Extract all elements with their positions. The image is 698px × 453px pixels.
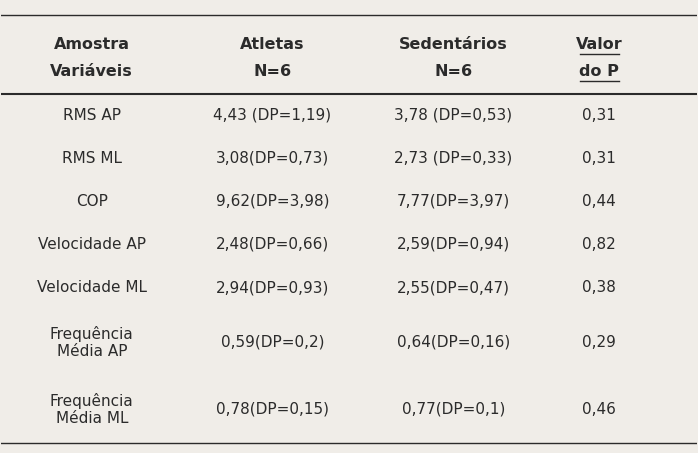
Text: 0,82: 0,82	[582, 237, 616, 252]
Text: 3,78 (DP=0,53): 3,78 (DP=0,53)	[394, 108, 512, 123]
Text: Atletas: Atletas	[240, 37, 305, 52]
Text: Frequência
Média ML: Frequência Média ML	[50, 392, 133, 426]
Text: Variáveis: Variáveis	[50, 64, 133, 79]
Text: 0,31: 0,31	[582, 151, 616, 166]
Text: Amostra: Amostra	[54, 37, 130, 52]
Text: 3,08(DP=0,73): 3,08(DP=0,73)	[216, 151, 329, 166]
Text: 0,29: 0,29	[582, 335, 616, 350]
Text: N=6: N=6	[253, 64, 292, 79]
Text: 0,31: 0,31	[582, 108, 616, 123]
Text: RMS ML: RMS ML	[61, 151, 121, 166]
Text: N=6: N=6	[434, 64, 473, 79]
Text: 0,59(DP=0,2): 0,59(DP=0,2)	[221, 335, 325, 350]
Text: 0,64(DP=0,16): 0,64(DP=0,16)	[396, 335, 510, 350]
Text: 0,77(DP=0,1): 0,77(DP=0,1)	[401, 402, 505, 417]
Text: 2,55(DP=0,47): 2,55(DP=0,47)	[396, 280, 510, 295]
Text: 0,44: 0,44	[582, 194, 616, 209]
Text: Sedentários: Sedentários	[399, 37, 507, 52]
Text: 2,73 (DP=0,33): 2,73 (DP=0,33)	[394, 151, 512, 166]
Text: 0,38: 0,38	[582, 280, 616, 295]
Text: Velocidade ML: Velocidade ML	[37, 280, 147, 295]
Text: COP: COP	[76, 194, 107, 209]
Text: 9,62(DP=3,98): 9,62(DP=3,98)	[216, 194, 329, 209]
Text: Velocidade AP: Velocidade AP	[38, 237, 146, 252]
Text: 7,77(DP=3,97): 7,77(DP=3,97)	[396, 194, 510, 209]
Text: 2,94(DP=0,93): 2,94(DP=0,93)	[216, 280, 329, 295]
Text: 0,78(DP=0,15): 0,78(DP=0,15)	[216, 402, 329, 417]
Text: 2,59(DP=0,94): 2,59(DP=0,94)	[396, 237, 510, 252]
Text: 2,48(DP=0,66): 2,48(DP=0,66)	[216, 237, 329, 252]
Text: do P: do P	[579, 64, 619, 79]
Text: RMS AP: RMS AP	[63, 108, 121, 123]
Text: 4,43 (DP=1,19): 4,43 (DP=1,19)	[214, 108, 332, 123]
Text: Frequência
Média AP: Frequência Média AP	[50, 326, 133, 359]
Text: Valor: Valor	[576, 37, 623, 52]
Text: 0,46: 0,46	[582, 402, 616, 417]
